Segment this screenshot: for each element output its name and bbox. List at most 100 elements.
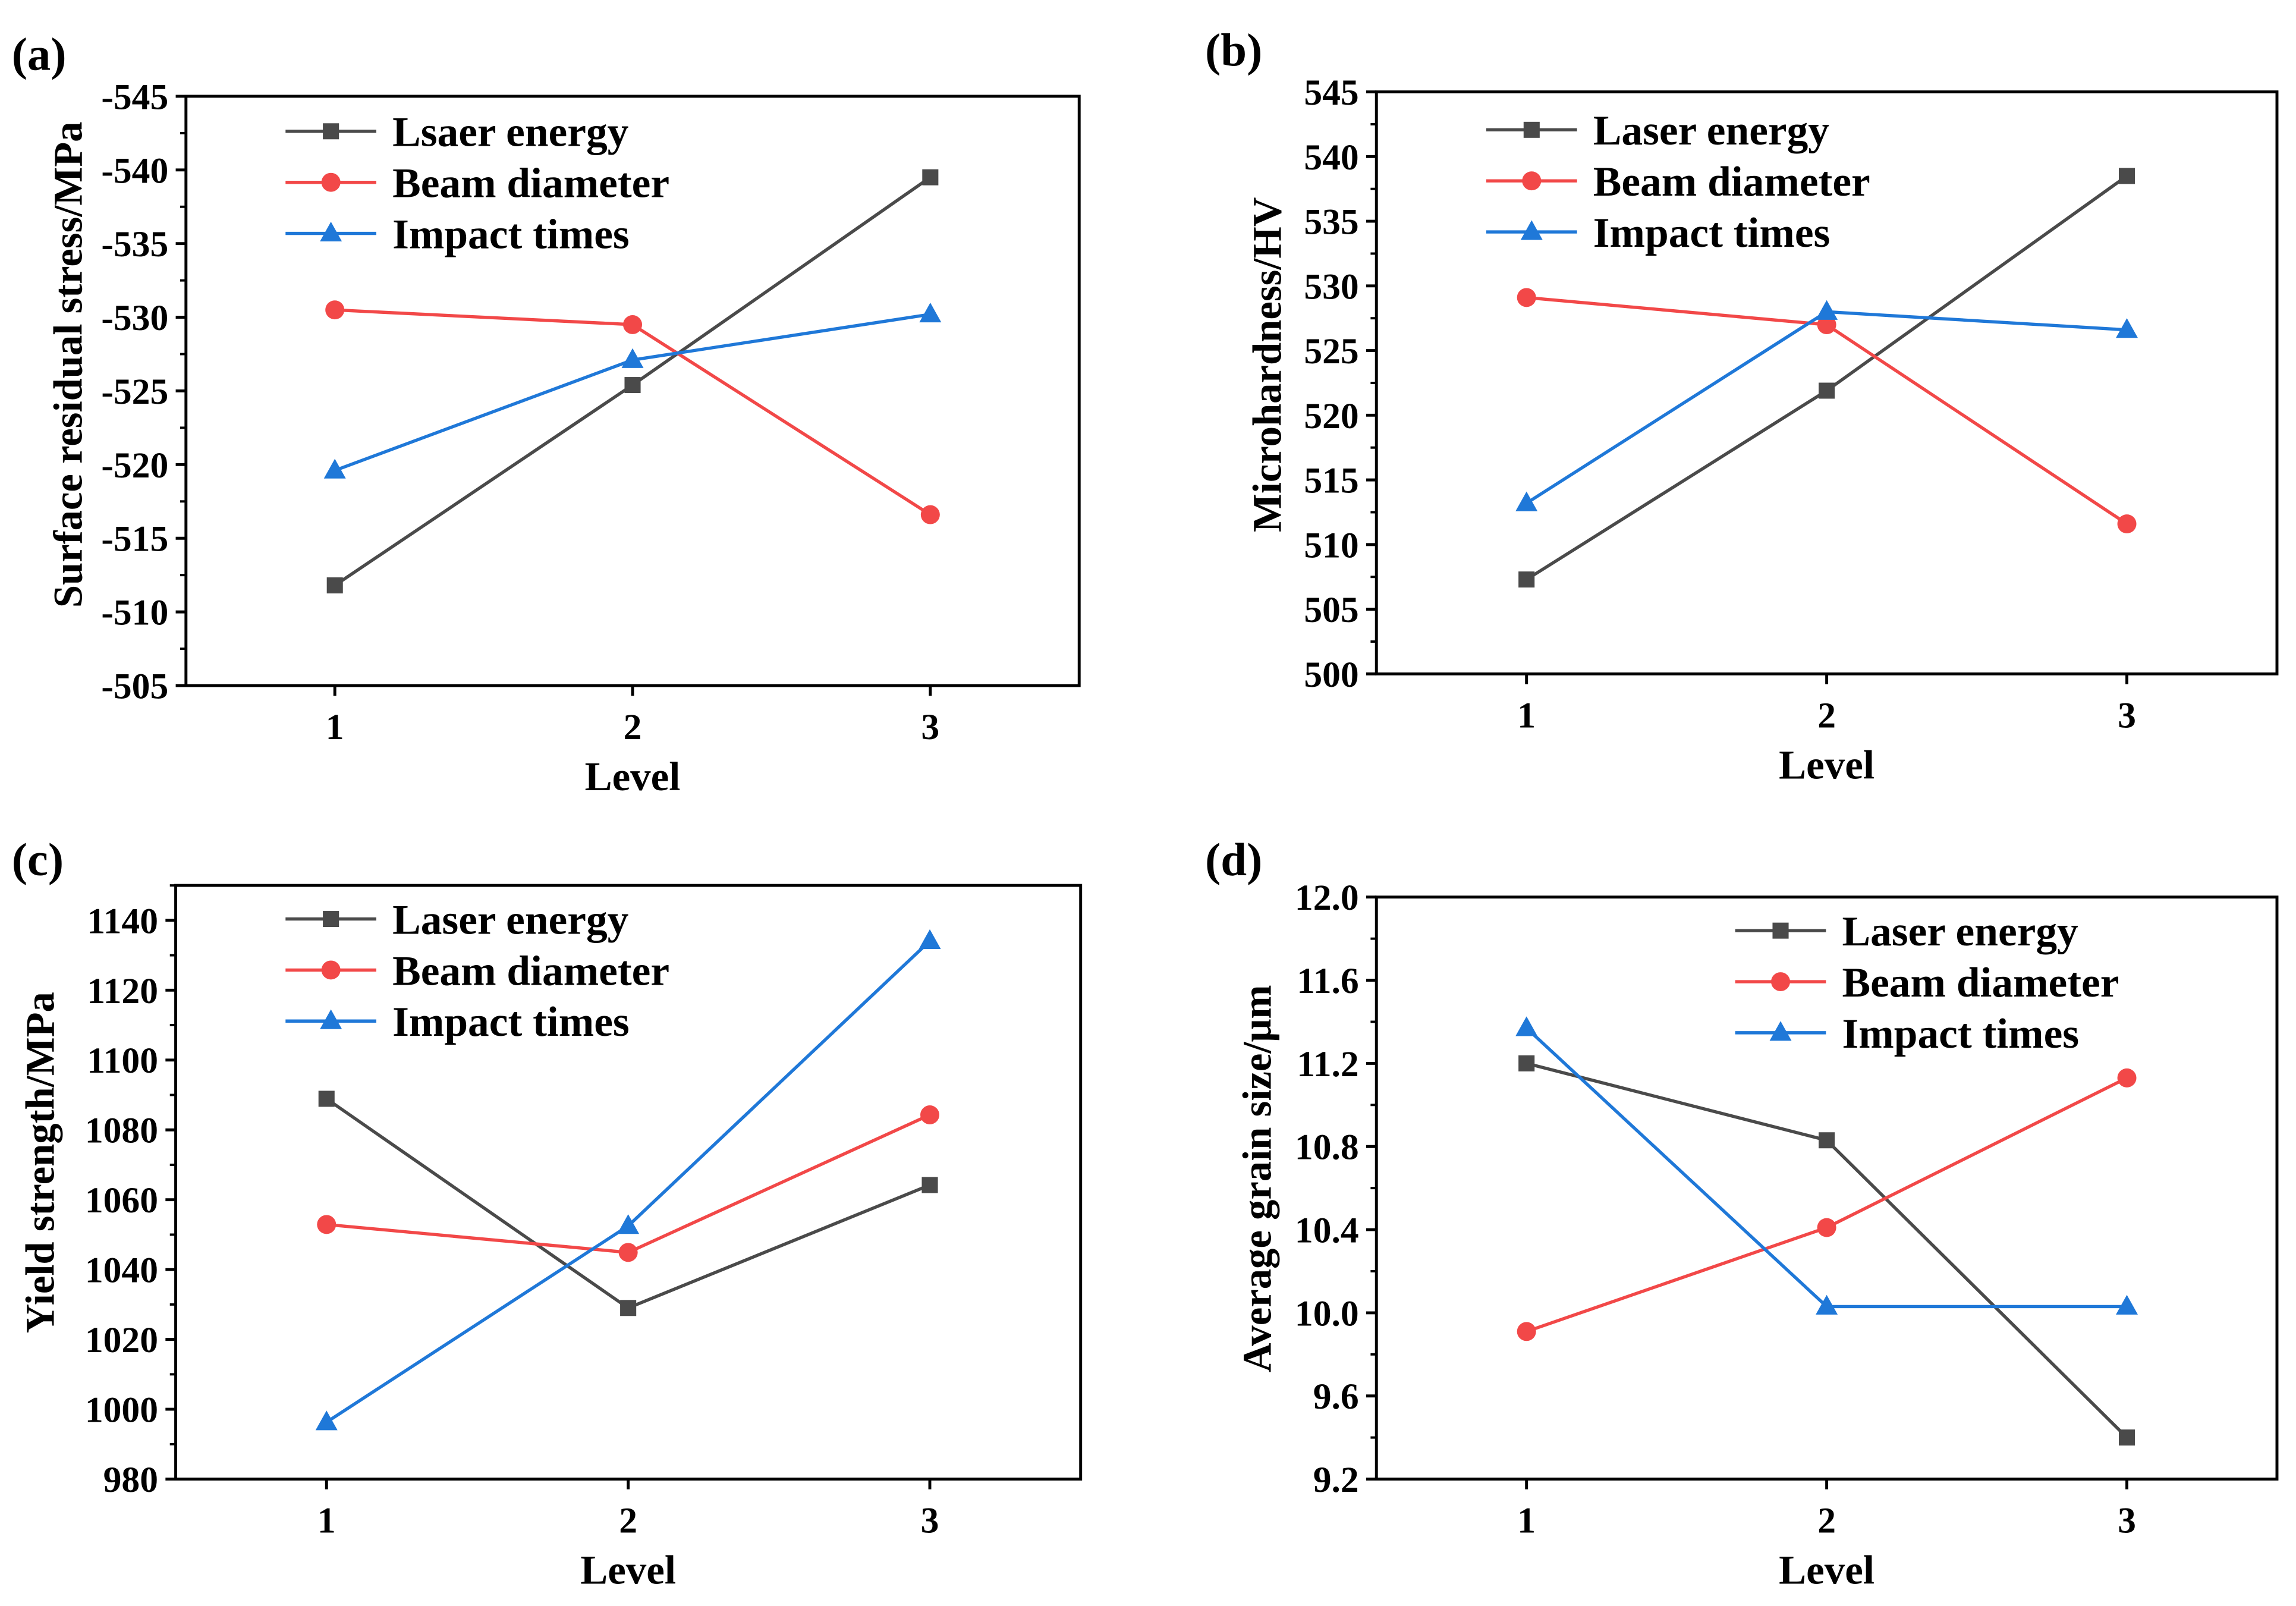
ytick-label: -520: [101, 445, 168, 486]
x-axis-title: Level: [1779, 1548, 1874, 1593]
plot-frame: [184, 95, 1081, 687]
ytick-label: 545: [1304, 73, 1358, 113]
point-beam-diameter-3: [2117, 1068, 2137, 1088]
ytick-label: 500: [1304, 655, 1358, 695]
point-beam-diameter-2: [1817, 1218, 1836, 1237]
legend-marker: [323, 123, 339, 140]
ytick-label: 9.2: [1313, 1460, 1359, 1500]
point-impact-times-1: [1515, 1016, 1538, 1036]
point-impact-times-1: [1515, 491, 1538, 511]
ytick-label: 520: [1304, 396, 1358, 436]
legend-marker: [323, 911, 339, 928]
ytick-label: 1020: [85, 1320, 158, 1360]
ytick-label: 1060: [85, 1180, 158, 1221]
point-laser-energy-2: [1819, 1132, 1835, 1149]
ytick-label: 535: [1304, 202, 1358, 243]
legend-marker: [1771, 972, 1791, 991]
legend-item-beam-diameter: Beam diameter: [1735, 959, 2119, 1006]
series-line-laser-energy: [325, 1097, 931, 1310]
legend-label: Laser energy: [1593, 107, 1829, 154]
xtick-label: 3: [2118, 696, 2136, 736]
ytick-label: 510: [1304, 525, 1358, 565]
x-axis-title: Level: [580, 1548, 676, 1593]
legend-marker: [1520, 220, 1543, 240]
xtick-label: 2: [1817, 1501, 1836, 1541]
point-laser-energy-2: [1819, 382, 1835, 399]
legend-label: Impact times: [392, 211, 630, 258]
xtick-label: 1: [1517, 696, 1536, 736]
ytick-label: -510: [101, 593, 168, 633]
point-impact-times-3: [2116, 318, 2138, 338]
legend-marker: [1523, 121, 1540, 138]
point-beam-diameter-1: [325, 300, 345, 320]
legend-item-impact-times: Impact times: [285, 998, 630, 1045]
point-beam-diameter-2: [1817, 315, 1836, 335]
x-axis-title: Level: [1779, 743, 1874, 788]
point-impact-times-3: [2116, 1294, 2138, 1315]
point-impact-times-2: [621, 348, 644, 368]
y-axis-title: Yield strength/MPa: [18, 992, 63, 1333]
point-lsaer-energy-1: [326, 577, 343, 594]
series-line-laser-energy: [1526, 1061, 2128, 1439]
legend-item-laser-energy: Laser energy: [285, 897, 628, 943]
series-laser-energy: [318, 1090, 938, 1316]
legend-item-impact-times: Impact times: [1486, 209, 1830, 256]
series-line-impact-times: [1526, 310, 2127, 505]
ytick-label: 1000: [85, 1390, 158, 1431]
series-impact-times: [315, 929, 941, 1431]
series-lsaer-energy: [326, 169, 939, 594]
ytick-label: 10.4: [1295, 1211, 1359, 1251]
legend-label: Laser energy: [1842, 908, 2078, 955]
ytick-label: 1080: [85, 1111, 158, 1151]
x-axis-title: Level: [585, 754, 681, 799]
ytick-label: 11.2: [1297, 1044, 1358, 1085]
panel-c: (c) 980 1000 1020 1040 1060 1080 1100 1120 1140 1 2…: [12, 834, 1083, 1593]
y-axis-title: Average grain size/μm: [1234, 985, 1279, 1372]
point-beam-diameter-2: [623, 315, 643, 334]
series-line-impact-times: [1525, 1026, 2127, 1309]
legend-item-beam-diameter: Beam diameter: [285, 160, 669, 207]
legend-item-impact-times: Impact times: [285, 211, 630, 258]
point-impact-times-3: [919, 302, 942, 323]
legend-item-beam-diameter: Beam diameter: [285, 947, 669, 994]
series-line-beam-diameter: [335, 308, 932, 516]
legend-marker: [1522, 171, 1542, 191]
ytick-label: 12.0: [1295, 878, 1359, 918]
xtick-label: 1: [326, 707, 344, 747]
point-laser-energy-3: [2118, 1429, 2135, 1446]
ytick-label: 530: [1304, 266, 1358, 307]
series-line-beam-diameter: [1526, 1076, 2128, 1333]
xtick-label: 3: [921, 1501, 939, 1541]
panel-label: (b): [1205, 25, 1262, 77]
point-laser-energy-1: [1518, 571, 1535, 588]
legend-marker: [321, 172, 341, 192]
ytick-label: -515: [101, 519, 168, 560]
legend-item-beam-diameter: Beam diameter: [1486, 158, 1870, 205]
y-axis-title: Microhardness/HV: [1245, 197, 1290, 532]
point-impact-times-1: [323, 458, 346, 479]
legend-marker: [1772, 922, 1789, 939]
legend-label: Impact times: [1593, 209, 1830, 256]
xtick-label: 1: [317, 1501, 336, 1541]
ytick-label: 515: [1304, 461, 1358, 501]
point-lsaer-energy-2: [624, 377, 641, 394]
ytick-label: 11.6: [1297, 961, 1358, 1001]
point-laser-energy-1: [1518, 1055, 1535, 1071]
point-lsaer-energy-3: [922, 169, 939, 186]
legend-item-impact-times: Impact times: [1735, 1010, 2079, 1057]
ytick-label: -545: [101, 77, 168, 117]
ytick-label: 1140: [87, 901, 158, 941]
series-beam-diameter: [1517, 288, 2137, 534]
plot-frame: [1375, 895, 2279, 1481]
legend-label: Beam diameter: [392, 947, 669, 994]
series-beam-diameter: [317, 1105, 940, 1262]
y-axis-title: Surface residual stress/MPa: [45, 121, 90, 608]
ytick-label: -540: [101, 150, 168, 191]
legend-label: Impact times: [1842, 1010, 2079, 1057]
ytick-label: 1040: [85, 1250, 158, 1291]
point-laser-energy-2: [620, 1300, 637, 1316]
legend-marker: [320, 221, 342, 242]
